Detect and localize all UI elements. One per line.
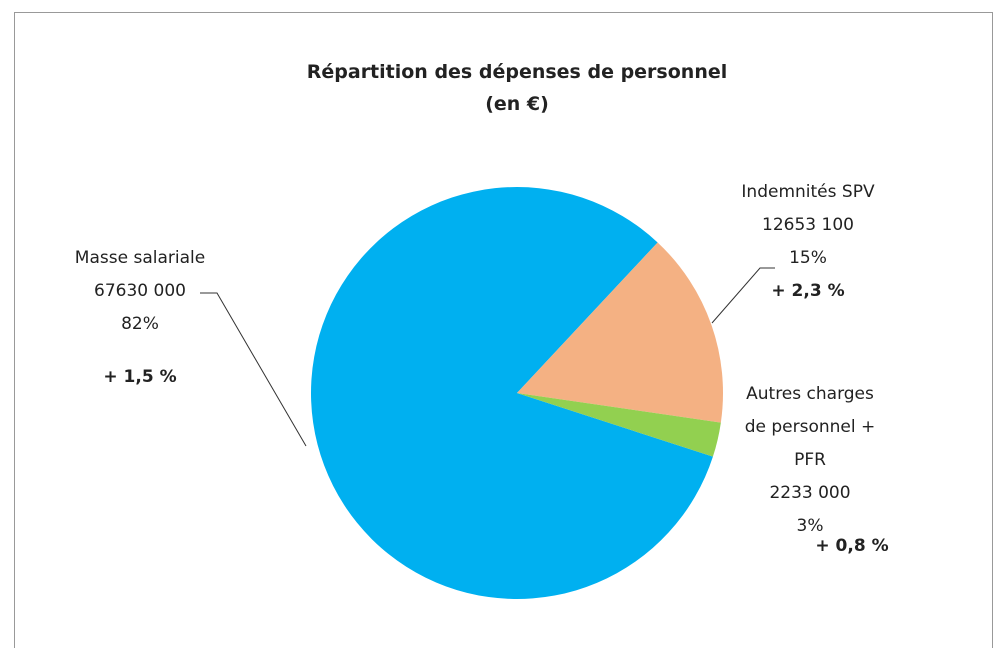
pie-slice	[311, 187, 713, 600]
annotation: + 0,8 %	[815, 536, 888, 556]
pie-slice	[517, 393, 721, 457]
category-line: de personnel +	[745, 417, 876, 437]
leader-line	[200, 292, 307, 447]
value-label: 12653 100	[762, 215, 854, 235]
category-line: Autres charges	[746, 384, 874, 404]
chart-title: Répartition des dépenses de personnel	[307, 61, 728, 83]
pie-slice	[517, 242, 724, 423]
percent-label: 15%	[789, 248, 827, 268]
category-label: Masse salariale	[75, 248, 205, 268]
value-label: 2233 000	[769, 483, 850, 503]
category-line: Masse salariale	[75, 248, 205, 268]
category-line: PFR	[794, 450, 826, 470]
annotation: + 1,5 %	[103, 367, 176, 387]
category-label: Indemnités SPV	[741, 182, 875, 202]
chart-subtitle: (en €)	[485, 93, 549, 115]
category-label: Autres charges de personnel + PFR	[745, 384, 876, 470]
percent-label: 3%	[797, 516, 824, 536]
percent-label: 82%	[121, 314, 159, 334]
leader-line	[711, 267, 775, 324]
category-line: Indemnités SPV	[741, 182, 875, 202]
annotation: + 2,3 %	[771, 281, 844, 301]
value-label: 67630 000	[94, 281, 186, 301]
